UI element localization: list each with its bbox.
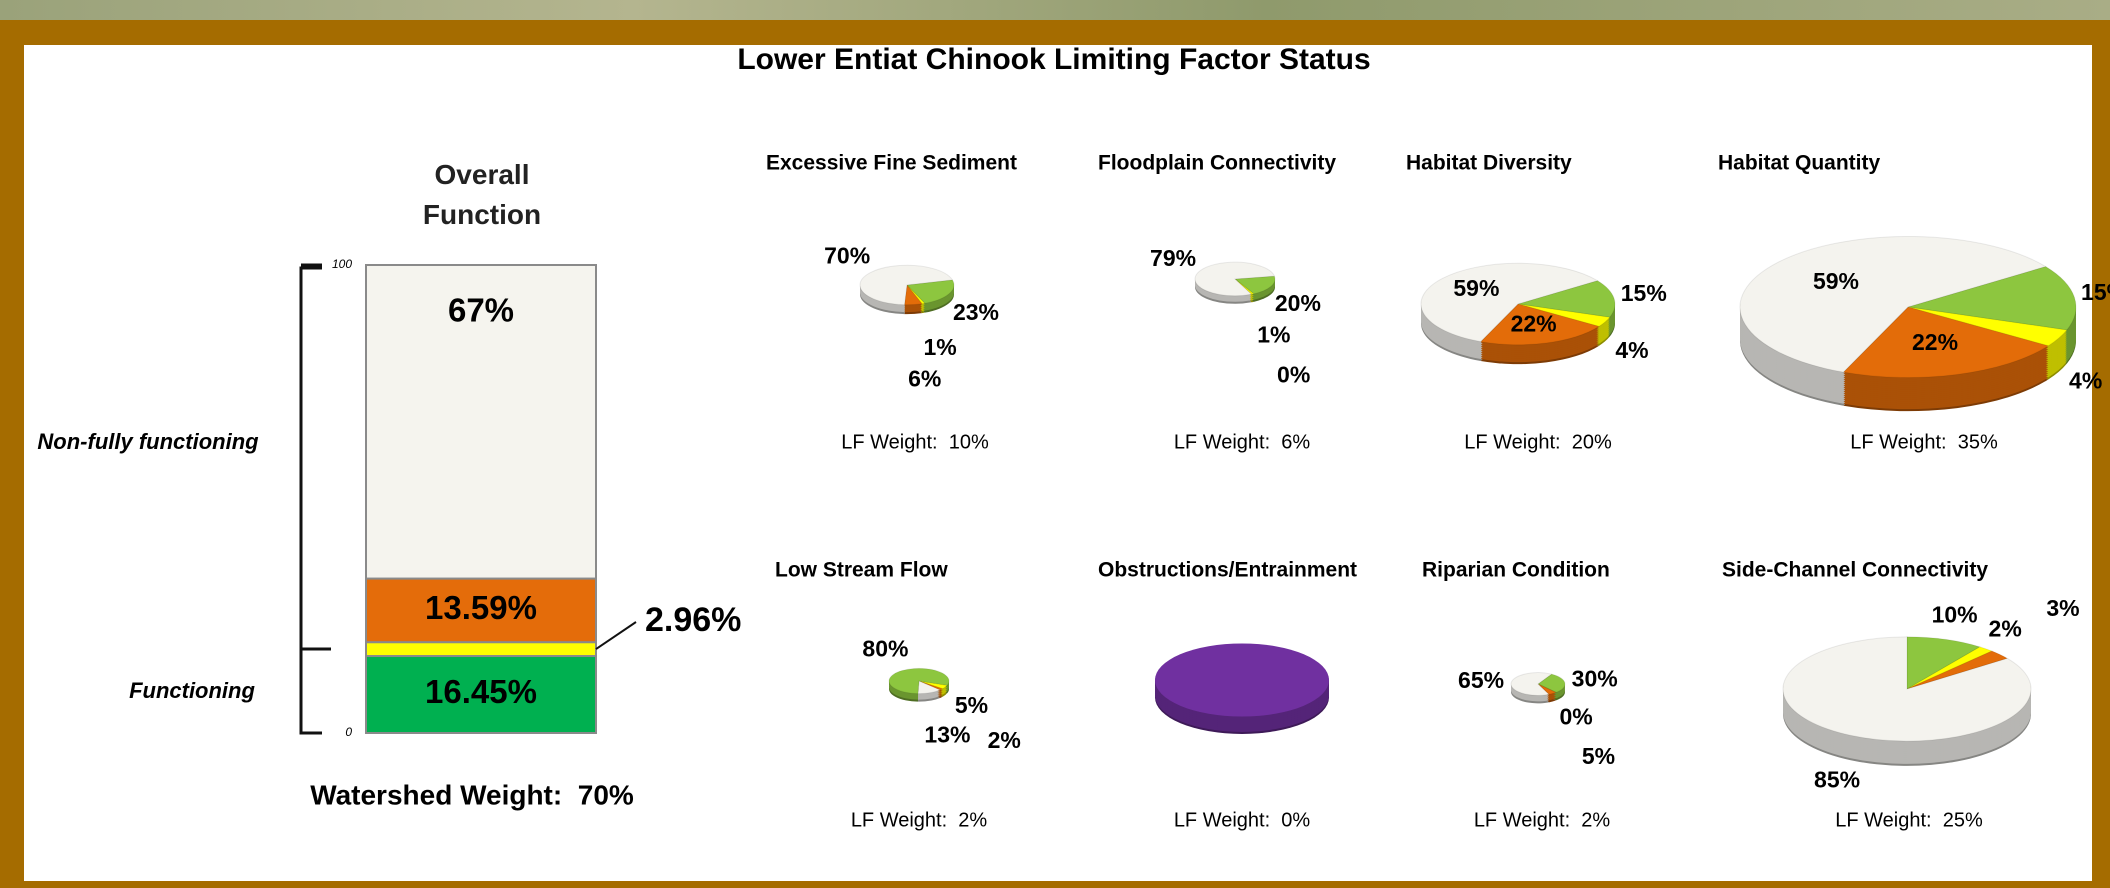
pie-caption: LF Weight: 10%	[841, 431, 989, 453]
value-label: 5%	[1582, 743, 1615, 769]
value-label: 30%	[1572, 665, 1618, 691]
value-label: 23%	[953, 299, 999, 325]
value-label: 22%	[1511, 311, 1557, 337]
bar-title: Overall Function	[402, 155, 562, 235]
infographic: Lower Entiat Chinook Limiting Factor Sta…	[0, 0, 2110, 888]
pie-title: Riparian Condition	[1422, 559, 1610, 582]
pie-title: Obstructions/Entrainment	[1098, 559, 1357, 582]
value-label: 80%	[862, 636, 908, 662]
bar-caption: Watershed Weight: 70%	[310, 779, 634, 810]
value-label: 6%	[908, 366, 941, 392]
value-label: 5%	[955, 692, 988, 718]
value-label: 79%	[1150, 245, 1196, 271]
pie-caption: LF Weight: 0%	[1174, 809, 1311, 831]
value-label: 2%	[988, 727, 1021, 753]
y-tick-label: 0	[345, 725, 352, 739]
value-label: 13.59%	[425, 589, 537, 626]
value-label: 0%	[1277, 362, 1310, 388]
pie-title: Habitat Diversity	[1406, 152, 1572, 175]
value-label: 67%	[448, 292, 514, 329]
value-label: 59%	[1813, 268, 1859, 294]
value-label: 2.96%	[645, 601, 741, 639]
map-strip	[0, 0, 2110, 20]
value-label: 1%	[1257, 322, 1290, 348]
pie-title: Side-Channel Connectivity	[1722, 559, 1988, 582]
value-label: 10%	[1932, 602, 1978, 628]
y-tick-label: 100	[332, 257, 352, 271]
pie-caption: LF Weight: 2%	[851, 809, 988, 831]
slice	[1155, 643, 1329, 716]
value-label: 22%	[1912, 329, 1958, 355]
pie-caption: LF Weight: 20%	[1464, 431, 1612, 453]
annotation: Non-fully functioning	[37, 429, 259, 454]
annotation: Functioning	[129, 678, 255, 703]
pie-caption: LF Weight: 35%	[1850, 431, 1998, 453]
value-label: 65%	[1458, 667, 1504, 693]
page: Lower Entiat Chinook Limiting Factor Sta…	[0, 0, 2110, 888]
pie-caption: LF Weight: 2%	[1474, 809, 1611, 831]
pie-caption: LF Weight: 6%	[1174, 431, 1311, 453]
value-label: 70%	[824, 243, 870, 269]
value-label: 1%	[923, 334, 956, 360]
value-label: 15%	[2081, 279, 2110, 305]
pie-title: Floodplain Connectivity	[1098, 152, 1336, 175]
value-label: 15%	[1621, 280, 1667, 306]
pie-caption: LF Weight: 25%	[1835, 809, 1983, 831]
pie-title: Low Stream Flow	[775, 559, 948, 582]
value-label: 4%	[1615, 337, 1648, 363]
value-label: 0%	[1560, 703, 1593, 729]
value-label: 16.45%	[425, 673, 537, 710]
pie-title: Excessive Fine Sediment	[766, 152, 1017, 175]
pie-title: Habitat Quantity	[1718, 152, 1880, 175]
value-label: 20%	[1275, 290, 1321, 316]
value-label: 85%	[1814, 767, 1860, 793]
value-label: 59%	[1453, 275, 1499, 301]
bar-segment	[366, 642, 596, 656]
value-label: 13%	[924, 722, 970, 748]
value-label: 3%	[2046, 595, 2079, 621]
value-label: 2%	[1989, 615, 2022, 641]
value-label: 4%	[2069, 367, 2102, 393]
page-title: Lower Entiat Chinook Limiting Factor Sta…	[737, 43, 1370, 76]
